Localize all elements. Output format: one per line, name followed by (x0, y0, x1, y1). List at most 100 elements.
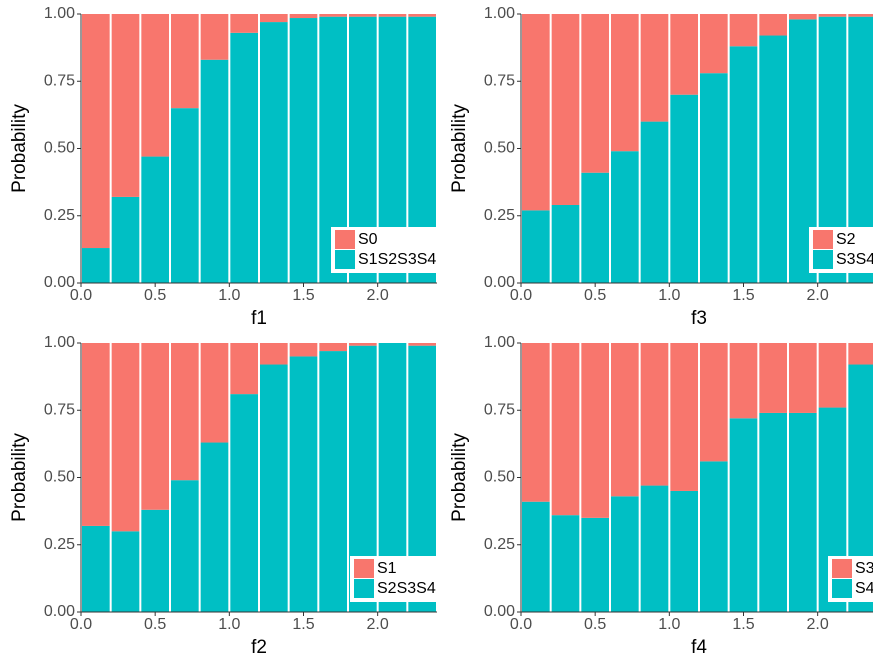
legend-label: S1S2S3S4 (358, 251, 436, 268)
bar-segment (640, 485, 669, 612)
bar-segment (200, 343, 229, 443)
panel: 0.00 0.25 0.50 0.75 1.00 0.0 0.5 1.0 1.5 2.0 f4 Pro… (449, 334, 873, 658)
bar-segment (522, 210, 550, 283)
bar-segment (141, 509, 169, 612)
bar-segment (82, 343, 110, 526)
y-tick-label: 0.25 (484, 207, 515, 224)
legend-key (354, 559, 374, 578)
y-tick-label: 0.25 (484, 536, 515, 553)
bar-segment (789, 412, 817, 612)
y-tick-label: 0.75 (44, 401, 75, 418)
bar-segment (611, 343, 639, 497)
legend-key (354, 579, 374, 598)
legend-key (335, 230, 355, 249)
legend-label: S0 (358, 231, 378, 248)
legend: S1 S2S3S4 (350, 556, 437, 602)
bar-segment (551, 515, 580, 612)
bar-segment (230, 14, 258, 33)
y-tick-label: 0.00 (484, 274, 515, 291)
x-axis-title: f3 (691, 308, 707, 329)
bar-segment (759, 35, 787, 283)
x-axis-title: f4 (691, 637, 707, 658)
bar-segment (551, 14, 580, 205)
x-tick-label: 2.0 (807, 287, 829, 304)
y-axis-title: Probability (9, 104, 30, 193)
bar-segment (551, 204, 580, 283)
bar-segment (729, 418, 758, 612)
bar-segment (171, 343, 199, 481)
x-tick-label: 1.0 (658, 287, 680, 304)
x-tick-label: 1.5 (292, 616, 314, 633)
panel: 0.00 0.25 0.50 0.75 1.00 0.0 0.5 1.0 1.5 2.0 f2 Pro… (9, 334, 437, 658)
bar-segment (82, 248, 110, 283)
y-tick-label: 0.50 (484, 469, 515, 486)
bar-segment (230, 343, 258, 395)
bar-segment (230, 32, 258, 283)
y-tick-label: 0.75 (484, 72, 515, 89)
bar-segment (260, 343, 288, 365)
bar-segment (581, 517, 609, 612)
y-tick-label: 0.00 (44, 603, 75, 620)
x-tick-label: 1.5 (292, 287, 314, 304)
bar-segment (289, 14, 318, 19)
x-tick-label: 1.0 (658, 616, 680, 633)
x-tick-label: 0.5 (584, 616, 606, 633)
bar-segment (378, 14, 407, 17)
bar-segment (82, 525, 110, 612)
y-tick-label: 1.00 (44, 334, 75, 351)
y-tick-label: 0.25 (44, 536, 75, 553)
x-tick-label: 0.5 (144, 287, 166, 304)
bar-segment (640, 343, 669, 486)
bar-segment (260, 364, 288, 612)
bar-segment (319, 351, 347, 612)
bar-segment (171, 14, 199, 109)
bar-segment (349, 14, 377, 17)
bar-segment (319, 343, 347, 352)
bar-segment (200, 442, 229, 612)
bar-segment (349, 343, 377, 346)
bar-segment (200, 59, 229, 284)
bar-segment (230, 394, 258, 612)
bar-segment (759, 412, 787, 612)
x-tick-label: 1.0 (218, 616, 240, 633)
bar-segment (700, 73, 728, 284)
y-tick-label: 1.00 (44, 5, 75, 22)
bar-segment (408, 343, 436, 346)
bar-segment (82, 14, 110, 249)
bar-segment (700, 343, 728, 462)
x-tick-label: 1.5 (732, 287, 754, 304)
x-tick-label: 0.0 (510, 287, 532, 304)
bar-segment (141, 156, 169, 283)
x-tick-label: 2.0 (807, 616, 829, 633)
bar-segment (700, 461, 728, 612)
bar-segment (729, 46, 758, 283)
x-tick-label: 1.0 (218, 287, 240, 304)
bar-segment (141, 343, 169, 510)
bar-segment (640, 121, 669, 283)
legend: S3S4 (828, 556, 873, 602)
x-tick-label: 0.0 (510, 616, 532, 633)
x-tick-label: 1.5 (732, 616, 754, 633)
bar-segment (611, 496, 639, 612)
bar-segment (818, 343, 847, 408)
y-tick-label: 1.00 (484, 334, 515, 351)
bar-segment (670, 343, 698, 491)
bar-segment (611, 151, 639, 283)
legend-label: S3S4 (836, 251, 873, 268)
bar-segment (759, 14, 787, 36)
bar-segment (200, 14, 229, 60)
legend-label: S2S3S4 (377, 580, 436, 597)
legend-label: S3 (855, 560, 873, 577)
bar-segment (111, 343, 140, 532)
bar-segment (319, 14, 347, 17)
bar-segment (848, 343, 873, 365)
bar-segment (789, 14, 817, 20)
x-tick-label: 0.0 (70, 616, 92, 633)
bar-segment (171, 108, 199, 284)
x-tick-label: 0.5 (584, 287, 606, 304)
bar-segment (111, 196, 140, 283)
bar-segment (581, 172, 609, 283)
bar-segment (111, 14, 140, 197)
bar-segment (789, 343, 817, 413)
bar-segment (289, 343, 318, 357)
